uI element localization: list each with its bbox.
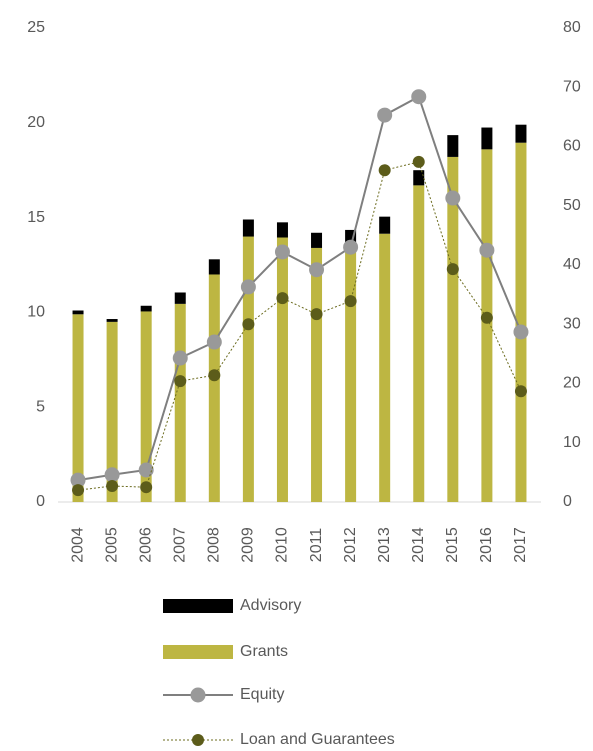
point <box>104 467 120 483</box>
bar <box>174 292 186 304</box>
x-tick-label: 2006 <box>137 527 154 563</box>
point <box>174 375 187 388</box>
bar <box>140 311 152 502</box>
x-tick-label: 2004 <box>69 527 86 563</box>
y2-tick-label: 50 <box>563 197 581 214</box>
point <box>310 308 323 321</box>
bar <box>413 185 425 503</box>
legend-label: Advisory <box>240 597 301 614</box>
point <box>208 369 221 382</box>
point <box>274 244 290 260</box>
y2-tick-label: 30 <box>563 315 581 332</box>
point <box>479 242 495 258</box>
x-tick-label: 2005 <box>103 527 120 563</box>
x-tick-label: 2016 <box>478 527 495 563</box>
bar <box>72 310 84 315</box>
legend-marker <box>190 687 206 703</box>
bar <box>379 216 391 234</box>
bar <box>276 237 288 502</box>
point <box>343 239 359 255</box>
bar <box>481 127 493 150</box>
point <box>140 481 153 494</box>
bar <box>345 229 357 245</box>
point <box>344 295 357 308</box>
bar <box>140 305 152 312</box>
y-tick-label: 0 <box>36 493 45 510</box>
bar <box>311 247 323 502</box>
bar <box>208 259 220 275</box>
point <box>411 89 427 105</box>
point <box>70 472 86 488</box>
bar <box>242 219 254 237</box>
bar <box>311 232 323 248</box>
bar <box>481 149 493 502</box>
x-tick-label: 2012 <box>342 527 359 563</box>
point <box>378 164 391 177</box>
x-tick-label: 2013 <box>376 527 393 563</box>
y2-tick-label: 40 <box>563 256 581 273</box>
bar <box>413 170 425 186</box>
y2-tick-label: 80 <box>563 19 581 36</box>
point <box>412 155 425 168</box>
legend-label: Loan and Guarantees <box>240 731 395 748</box>
point <box>445 190 461 206</box>
y2-tick-label: 20 <box>563 375 581 392</box>
point <box>514 385 527 398</box>
y2-tick-label: 10 <box>563 434 581 451</box>
point <box>513 324 529 340</box>
point <box>377 107 393 123</box>
bar <box>174 303 186 502</box>
point <box>72 484 85 497</box>
bar <box>242 236 254 502</box>
y2-tick-label: 60 <box>563 138 581 155</box>
bar <box>106 321 118 502</box>
bar <box>515 142 527 502</box>
point <box>106 480 119 493</box>
legend-marker <box>192 734 204 746</box>
bar <box>515 124 527 143</box>
point <box>138 462 154 478</box>
x-tick-label: 2015 <box>444 527 461 563</box>
legend-swatch <box>163 645 233 659</box>
bar <box>379 233 391 502</box>
bar <box>447 135 459 157</box>
bar <box>106 319 118 322</box>
bar <box>447 156 459 503</box>
point <box>206 334 222 350</box>
x-tick-label: 2010 <box>274 527 291 563</box>
legend-label: Equity <box>240 686 284 703</box>
point <box>309 262 325 278</box>
line <box>77 95 522 482</box>
line <box>77 161 522 491</box>
x-tick-label: 2014 <box>410 527 427 563</box>
point <box>242 318 255 331</box>
x-tick-label: 2011 <box>308 528 325 563</box>
bar <box>208 274 220 502</box>
bar <box>345 244 357 503</box>
y-tick-label: 5 <box>36 398 45 415</box>
point <box>240 279 256 295</box>
x-tick-label: 2009 <box>240 527 257 563</box>
y2-tick-label: 0 <box>563 493 572 510</box>
bar <box>276 222 288 238</box>
y-tick-label: 20 <box>27 114 45 131</box>
x-tick-label: 2008 <box>206 527 223 563</box>
y-tick-label: 10 <box>27 304 45 321</box>
x-tick-label: 2007 <box>171 527 188 563</box>
point <box>446 263 459 276</box>
y-tick-label: 25 <box>27 19 45 36</box>
legend-label: Grants <box>240 643 288 660</box>
point <box>172 350 188 366</box>
point <box>276 292 289 305</box>
legend-swatch <box>163 599 233 613</box>
bar <box>72 314 84 502</box>
point <box>480 311 493 324</box>
x-tick-label: 2017 <box>512 527 529 563</box>
y-tick-label: 15 <box>27 209 45 226</box>
y2-tick-label: 70 <box>563 78 581 95</box>
